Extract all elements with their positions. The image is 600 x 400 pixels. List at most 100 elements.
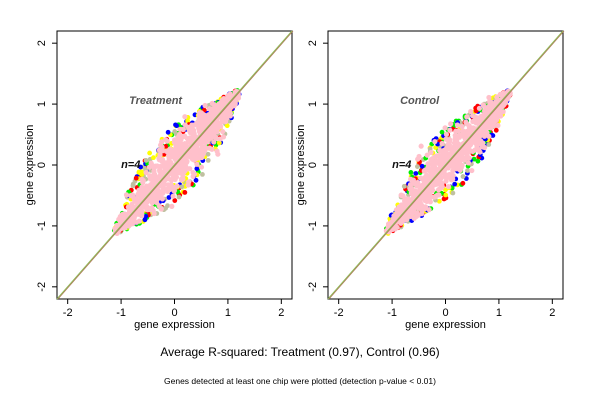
data-point bbox=[465, 149, 471, 155]
y-tick-label: -1 bbox=[307, 221, 319, 231]
data-point bbox=[133, 175, 139, 181]
data-point bbox=[413, 171, 419, 176]
data-point bbox=[177, 131, 183, 137]
data-point bbox=[441, 196, 447, 202]
data-point bbox=[424, 167, 430, 173]
data-point bbox=[455, 128, 461, 134]
x-tick-label: -2 bbox=[334, 307, 344, 319]
data-point bbox=[211, 128, 217, 134]
data-point bbox=[179, 141, 185, 147]
data-point bbox=[178, 160, 184, 166]
data-point bbox=[433, 181, 439, 187]
data-point bbox=[191, 156, 197, 162]
data-point bbox=[128, 193, 134, 199]
data-point bbox=[213, 135, 220, 141]
data-point bbox=[182, 190, 188, 195]
data-point bbox=[178, 137, 184, 143]
data-point bbox=[205, 151, 211, 157]
data-point bbox=[437, 179, 443, 185]
data-point bbox=[459, 123, 465, 130]
data-point bbox=[150, 178, 156, 184]
data-point bbox=[474, 118, 480, 124]
data-point bbox=[198, 164, 205, 170]
data-point bbox=[426, 196, 432, 202]
data-point bbox=[468, 108, 474, 115]
data-point bbox=[180, 167, 187, 173]
data-point bbox=[147, 173, 153, 179]
data-point bbox=[156, 157, 163, 163]
data-point bbox=[499, 93, 506, 99]
x-tick-label: 2 bbox=[549, 307, 555, 319]
n-label: n=4 bbox=[121, 159, 140, 171]
data-point bbox=[428, 157, 434, 163]
data-point bbox=[209, 146, 215, 152]
data-point bbox=[120, 217, 126, 223]
panel-annotation: Control bbox=[400, 95, 440, 107]
data-point bbox=[481, 133, 488, 139]
y-tick-label: 0 bbox=[36, 162, 48, 168]
data-point bbox=[446, 139, 453, 145]
data-point bbox=[425, 161, 431, 167]
data-point bbox=[158, 193, 164, 199]
data-point bbox=[400, 205, 407, 211]
data-point bbox=[130, 183, 136, 189]
data-point bbox=[434, 153, 440, 159]
data-point bbox=[174, 123, 180, 129]
y-tick-label: 2 bbox=[36, 40, 48, 46]
data-point bbox=[435, 187, 442, 193]
data-point bbox=[428, 149, 434, 156]
data-point bbox=[453, 155, 459, 162]
data-point bbox=[216, 101, 222, 107]
data-point bbox=[159, 139, 165, 145]
data-point bbox=[460, 129, 466, 135]
data-point bbox=[135, 192, 141, 199]
data-point bbox=[439, 148, 445, 154]
data-point bbox=[173, 143, 179, 150]
data-point bbox=[481, 112, 487, 118]
data-point bbox=[439, 154, 445, 160]
panel-control: -2 -1 0 1 2 -2 -1 0 1 2 gene expression gene expres… bbox=[295, 30, 565, 331]
data-point bbox=[176, 194, 182, 200]
data-point bbox=[450, 162, 456, 168]
data-point bbox=[464, 114, 470, 120]
data-point bbox=[484, 130, 490, 136]
data-point bbox=[143, 157, 149, 163]
data-point bbox=[197, 126, 203, 132]
data-point bbox=[411, 209, 417, 215]
data-point bbox=[185, 118, 190, 124]
data-point bbox=[465, 168, 470, 173]
data-point bbox=[451, 140, 458, 146]
data-point bbox=[151, 155, 156, 161]
data-point bbox=[156, 203, 162, 209]
data-point bbox=[149, 162, 155, 168]
data-point bbox=[143, 191, 149, 197]
data-point bbox=[172, 129, 178, 134]
data-point bbox=[144, 185, 150, 191]
data-point bbox=[156, 189, 162, 195]
x-axis-label: gene expression bbox=[405, 319, 486, 331]
data-point bbox=[476, 105, 482, 111]
data-point bbox=[194, 166, 200, 172]
data-point bbox=[191, 171, 197, 177]
data-point bbox=[189, 137, 195, 144]
data-point bbox=[432, 193, 439, 200]
data-point bbox=[163, 205, 168, 211]
data-point bbox=[211, 139, 217, 145]
panels: -2 -1 0 1 2 -2 -1 0 1 2 gene expression gene expres… bbox=[24, 30, 565, 331]
data-point bbox=[207, 115, 213, 121]
data-point bbox=[404, 199, 410, 205]
data-point bbox=[466, 143, 473, 149]
data-point bbox=[480, 126, 486, 133]
data-point bbox=[123, 192, 130, 198]
data-point bbox=[432, 139, 438, 145]
data-point bbox=[136, 218, 142, 224]
data-point bbox=[474, 145, 480, 151]
data-point bbox=[143, 213, 149, 219]
data-point bbox=[471, 138, 477, 144]
data-point bbox=[493, 109, 500, 115]
data-point bbox=[456, 134, 462, 140]
data-point bbox=[199, 139, 205, 145]
data-point bbox=[143, 169, 149, 176]
data-point bbox=[136, 169, 142, 175]
